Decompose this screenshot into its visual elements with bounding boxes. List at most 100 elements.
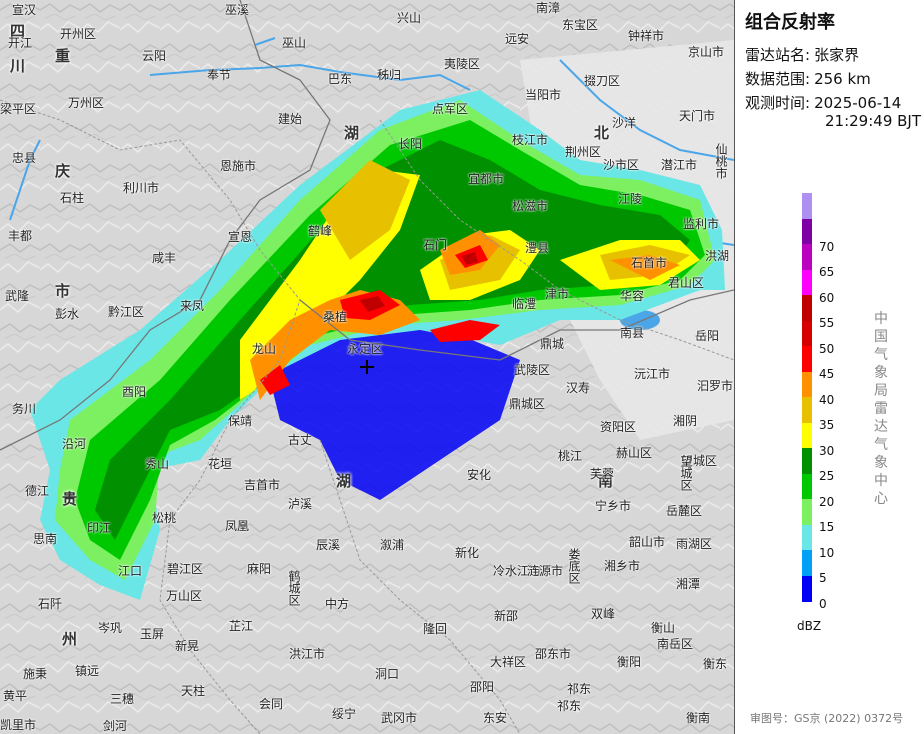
legend-swatch bbox=[802, 499, 812, 525]
place-label: 松桃 bbox=[152, 511, 177, 525]
place-label: 雨湖区 bbox=[676, 537, 713, 551]
radar-map-panel[interactable]: 四川重庆市湖北湖南贵州宣汉 巫溪 南漳 开州区 开江 巫山 兴山 远安 东宝区 钟祥市 京山市 云阳夷… bbox=[0, 0, 735, 734]
place-label: 绥宁 bbox=[332, 707, 357, 721]
place-label: 宜都市 bbox=[468, 172, 505, 186]
place-label: 宣恩 bbox=[228, 230, 253, 244]
place-label: 云阳 bbox=[142, 49, 167, 63]
place-label: 衡东 bbox=[703, 657, 728, 671]
legend-value: 10 bbox=[819, 545, 835, 560]
legend-swatch bbox=[802, 295, 812, 321]
place-label: 宁乡市 bbox=[595, 499, 632, 513]
info-panel: 组合反射率 雷达站名: 张家界 数据范围: 256 km 观测时间: 2025-06-… bbox=[735, 0, 924, 734]
place-label: 万山区 bbox=[166, 589, 203, 603]
place-label: 巫山 bbox=[282, 36, 307, 50]
place-label: 巴东 bbox=[328, 72, 353, 86]
place-label: 洪湖 bbox=[705, 249, 730, 263]
place-label: 万州区 bbox=[68, 96, 105, 110]
place-label: 涟源市 bbox=[527, 564, 564, 578]
station-label: 雷达站名: bbox=[745, 46, 811, 64]
credit-text: 中国气象局雷达气象中心 bbox=[874, 311, 888, 507]
place-label: 巫溪 bbox=[225, 3, 250, 17]
place-label: 湘乡市 bbox=[604, 559, 641, 573]
place-label: 京山市 bbox=[688, 45, 725, 59]
legend-value: 60 bbox=[819, 290, 835, 305]
legend-swatch bbox=[802, 371, 812, 398]
place-label: 长阳 bbox=[398, 137, 423, 151]
time-label: 观测时间: bbox=[745, 94, 811, 112]
place-label: 务川 bbox=[12, 402, 37, 416]
place-label: 东安 bbox=[483, 711, 508, 725]
place-label: 开江 bbox=[8, 36, 33, 50]
place-label: 新邵 bbox=[494, 609, 519, 623]
legend-value: 0 bbox=[819, 596, 827, 611]
legend-value: 25 bbox=[819, 469, 835, 483]
place-label: 芙蓉 bbox=[590, 467, 615, 481]
legend-value: 30 bbox=[819, 443, 835, 458]
place-label: 芷江 bbox=[229, 619, 254, 633]
place-label: 会同 bbox=[259, 697, 284, 711]
place-label: 冷水江市 bbox=[493, 564, 542, 578]
station-row: 雷达站名: 张家界 bbox=[745, 44, 859, 65]
place-label: 酉阳 bbox=[122, 385, 147, 399]
place-label: 临澧 bbox=[512, 297, 537, 311]
place-label: 赫山区 bbox=[616, 446, 653, 460]
place-label: 祁东 bbox=[567, 682, 592, 696]
place-label: 印江 bbox=[87, 521, 112, 535]
region-label: 湖 bbox=[336, 472, 352, 490]
place-label: 丰都 bbox=[8, 229, 33, 243]
place-label: 麻阳 bbox=[247, 562, 272, 576]
place-label: 桑植 bbox=[323, 310, 348, 324]
place-label: 沙市区 bbox=[603, 158, 640, 172]
place-label: 津市 bbox=[545, 287, 570, 301]
place-label: 衡山 bbox=[651, 621, 676, 635]
place-label: 桃江 bbox=[558, 449, 583, 463]
place-label: 花垣 bbox=[208, 457, 233, 471]
place-label: 来凤 bbox=[180, 299, 205, 313]
place-label-vertical: 望城区 bbox=[679, 455, 693, 491]
product-title: 组合反射率 bbox=[745, 12, 835, 33]
place-label: 恩施市 bbox=[220, 159, 257, 173]
place-label: 梁平区 bbox=[0, 102, 37, 116]
place-label: 安化 bbox=[467, 468, 492, 482]
place-label: 石首市 bbox=[631, 256, 668, 270]
place-label: 宣汉 bbox=[12, 3, 37, 17]
place-label: 石柱 bbox=[60, 191, 85, 205]
place-label: 澧县 bbox=[525, 241, 550, 255]
place-label-vertical: 鹤城区 bbox=[287, 570, 301, 606]
place-label: 资阳区 bbox=[600, 420, 637, 434]
place-label: 永定区 bbox=[347, 342, 384, 356]
place-label: 沿河 bbox=[62, 437, 87, 451]
place-label: 石门 bbox=[423, 238, 448, 252]
legend-unit: dBZ bbox=[797, 619, 822, 633]
place-label: 沙洋 bbox=[612, 116, 637, 130]
legend-swatch bbox=[802, 448, 812, 474]
place-label: 岳麓区 bbox=[666, 504, 703, 518]
legend-value: 50 bbox=[819, 341, 835, 356]
legend-value: 45 bbox=[819, 367, 835, 381]
region-label: 州 bbox=[62, 630, 78, 648]
legend-swatch bbox=[802, 397, 812, 423]
place-label: 邵东市 bbox=[535, 647, 572, 661]
place-label: 枝江市 bbox=[512, 133, 549, 147]
place-label: 开州区 bbox=[60, 27, 97, 41]
place-label: 黔江区 bbox=[108, 305, 145, 319]
place-label: 望城区 bbox=[681, 454, 718, 468]
place-label-vertical: 娄底区 bbox=[567, 548, 581, 584]
place-label: 双峰 bbox=[591, 607, 616, 621]
place-label: 监利市 bbox=[683, 217, 720, 231]
place-label: 德江 bbox=[25, 484, 50, 498]
region-label: 湖 bbox=[344, 124, 360, 142]
place-label: 天门市 bbox=[679, 109, 716, 123]
place-label: 点军区 bbox=[432, 102, 469, 116]
region-label: 重 bbox=[55, 47, 71, 65]
place-label: 韶山市 bbox=[629, 535, 666, 549]
radar-map-canvas bbox=[0, 0, 734, 734]
echo-gold bbox=[320, 160, 690, 290]
range-label: 数据范围: bbox=[745, 70, 811, 88]
place-label: 古丈 bbox=[288, 433, 313, 447]
radar-site-crosshair bbox=[360, 360, 374, 374]
place-label: 镇远 bbox=[75, 664, 100, 678]
place-label: 南岳区 bbox=[657, 637, 694, 651]
place-label: 咸丰 bbox=[152, 251, 177, 265]
place-label: 奉节 bbox=[207, 68, 232, 82]
